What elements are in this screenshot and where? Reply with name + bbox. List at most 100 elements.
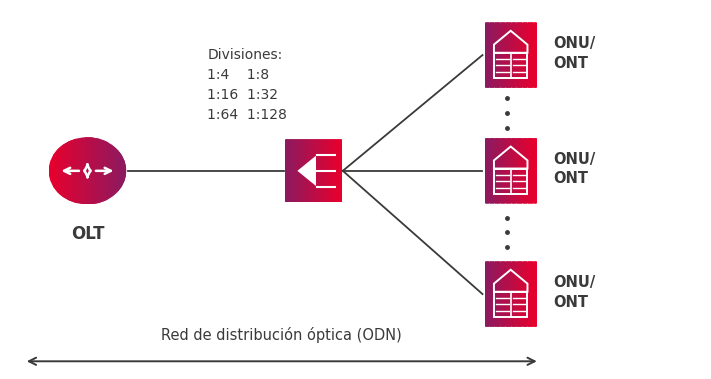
Bar	[513, 138, 514, 204]
Bar	[518, 138, 520, 204]
Bar	[85, 137, 86, 204]
Bar	[75, 137, 77, 204]
Bar	[305, 139, 306, 202]
Bar	[308, 139, 309, 202]
Text: ONU/
ONT: ONU/ ONT	[554, 36, 596, 70]
Bar	[306, 139, 308, 202]
Bar	[295, 139, 296, 202]
Bar	[324, 139, 325, 202]
Bar	[513, 262, 515, 327]
Bar	[500, 138, 501, 204]
Bar	[524, 262, 526, 327]
Bar	[53, 137, 54, 204]
Bar	[504, 262, 506, 327]
Bar	[55, 137, 56, 204]
Bar	[114, 137, 117, 204]
Bar	[59, 137, 61, 204]
Bar	[496, 262, 498, 327]
Bar	[486, 138, 487, 204]
Bar	[530, 138, 532, 204]
Bar	[511, 22, 513, 88]
Bar	[499, 138, 501, 204]
Bar	[531, 262, 533, 327]
Bar	[108, 137, 109, 204]
Bar	[488, 262, 491, 327]
Bar	[518, 262, 519, 327]
Bar	[490, 138, 491, 204]
Bar	[493, 138, 496, 204]
Bar	[528, 262, 529, 327]
Bar	[528, 138, 530, 204]
Bar	[533, 22, 535, 88]
Bar	[529, 262, 531, 327]
Bar	[98, 137, 100, 204]
Bar	[506, 138, 508, 204]
Bar	[486, 138, 488, 204]
Bar	[497, 262, 498, 327]
Bar	[296, 139, 297, 202]
Bar	[73, 137, 75, 204]
Text: ONU/
ONT: ONU/ ONT	[554, 152, 596, 186]
Bar	[515, 22, 518, 88]
Bar	[109, 137, 110, 204]
Bar	[523, 138, 524, 204]
Bar	[508, 138, 510, 204]
Bar	[518, 22, 519, 88]
Bar	[491, 262, 493, 327]
Bar	[528, 22, 530, 88]
Bar	[528, 22, 529, 88]
Bar	[506, 22, 508, 88]
Bar	[76, 137, 77, 204]
Bar	[491, 22, 493, 88]
Bar	[307, 139, 309, 202]
Bar	[311, 139, 312, 202]
Bar	[487, 138, 488, 204]
Bar	[510, 22, 512, 88]
Bar	[331, 139, 332, 202]
Bar	[491, 22, 492, 88]
Bar	[501, 262, 503, 327]
Text: Red de distribución óptica (ODN): Red de distribución óptica (ODN)	[161, 327, 402, 343]
Bar	[500, 22, 501, 88]
Bar	[100, 137, 102, 204]
Bar	[499, 22, 501, 88]
Bar	[326, 139, 327, 202]
Bar	[525, 138, 527, 204]
Bar	[513, 262, 514, 327]
Bar	[286, 139, 287, 202]
Bar	[504, 22, 506, 88]
Bar	[303, 139, 304, 202]
Bar	[503, 262, 505, 327]
Bar	[490, 262, 491, 327]
Bar	[87, 137, 88, 204]
Bar	[106, 137, 107, 204]
Bar	[312, 139, 314, 202]
Bar	[533, 22, 534, 88]
Bar	[510, 262, 512, 327]
Bar	[495, 22, 496, 88]
Polygon shape	[297, 156, 316, 186]
Bar	[287, 139, 288, 202]
Bar	[319, 139, 321, 202]
Bar	[521, 138, 523, 204]
Bar	[112, 137, 113, 204]
Bar	[501, 138, 503, 204]
Bar	[70, 137, 72, 204]
Bar	[502, 262, 504, 327]
Bar	[493, 262, 494, 327]
Bar	[287, 139, 289, 202]
Bar	[511, 138, 513, 204]
Bar	[524, 22, 526, 88]
Bar	[335, 139, 336, 202]
Bar	[518, 138, 519, 204]
Bar	[290, 139, 292, 202]
Bar	[319, 139, 320, 202]
Bar	[526, 262, 528, 327]
Bar	[530, 22, 532, 88]
Bar	[314, 139, 316, 202]
Bar	[515, 262, 516, 327]
Bar	[120, 137, 122, 204]
Bar	[101, 137, 102, 204]
Bar	[316, 139, 318, 202]
Bar	[327, 139, 328, 202]
